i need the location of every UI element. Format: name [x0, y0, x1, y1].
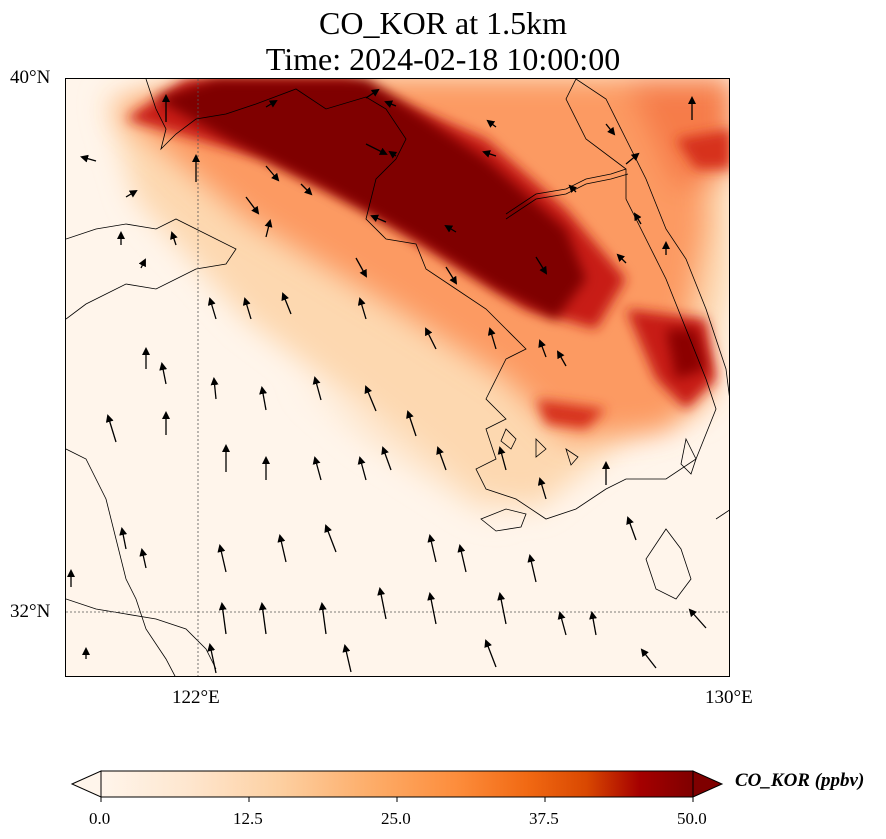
wind-arrow	[217, 544, 227, 573]
wind-arrow	[436, 446, 447, 471]
wind-arrow	[482, 150, 497, 158]
wind-arrow	[281, 292, 292, 315]
wind-arrow	[640, 648, 657, 669]
wind-arrow	[538, 339, 547, 358]
wind-arrow	[125, 189, 138, 198]
lat-tick-40n: 40°N	[10, 67, 51, 88]
wind-arrow	[497, 446, 507, 471]
map-plot-area	[65, 78, 730, 677]
wind-arrow	[626, 516, 637, 541]
map-title: CO_KOR at 1.5km	[319, 5, 567, 41]
wind-arrow	[312, 376, 322, 401]
colorbar-extend-max	[692, 770, 724, 798]
colorbar-tick-3: 37.5	[529, 809, 559, 828]
wind-arrow	[265, 165, 280, 182]
wind-arrow	[377, 587, 387, 620]
lon-tick-130e: 130°E	[705, 687, 753, 708]
border-line	[505, 168, 627, 215]
colorbar-label: CO_KOR (ppbv)	[735, 770, 865, 791]
wind-arrow	[265, 99, 278, 108]
wind-arrow	[457, 544, 467, 573]
wind-arrow	[406, 410, 417, 437]
wind-arrow	[370, 214, 387, 223]
colorbar	[70, 770, 724, 802]
colorbar-tick-2: 25.0	[381, 809, 411, 828]
colorbar-ramp	[100, 770, 694, 798]
colorbar-extend-min	[70, 770, 102, 798]
wind-arrow	[342, 644, 352, 673]
wind-arrow	[486, 119, 497, 128]
wind-arrow	[537, 477, 547, 500]
wind-arrow	[324, 524, 337, 553]
wind-arrow	[80, 154, 97, 163]
lat-tick-32n: 32°N	[10, 601, 51, 622]
wind-arrow	[381, 446, 392, 471]
wind-arrow	[264, 219, 273, 238]
wind-arrow	[207, 297, 217, 320]
wind-arrow	[427, 534, 437, 563]
wind-arrow	[445, 266, 458, 285]
wind-arrow	[487, 327, 497, 350]
wind-arrow	[625, 152, 640, 165]
concentration-map	[66, 79, 729, 676]
wind-arrow	[605, 123, 616, 136]
wind-arrow	[388, 150, 398, 159]
colorbar-tick-0: 0.0	[89, 809, 111, 828]
wind-arrow	[245, 196, 260, 215]
wind-arrow	[355, 257, 367, 278]
wind-arrow	[300, 183, 313, 196]
wind-arrow	[242, 297, 252, 320]
wind-vectors	[67, 88, 707, 674]
wind-arrow	[427, 592, 437, 625]
wind-arrow	[139, 548, 148, 569]
wind-arrow	[318, 602, 327, 635]
wind-arrow	[688, 608, 707, 629]
wind-arrow	[218, 602, 227, 635]
colorbar-tick-1: 12.5	[233, 809, 263, 828]
wind-arrow	[159, 362, 168, 385]
wind-arrow	[259, 386, 268, 411]
wind-arrow	[365, 143, 388, 155]
wind-arrow	[616, 253, 627, 264]
wind-arrow	[557, 611, 567, 636]
wind-arrow	[484, 639, 497, 668]
wind-arrow	[557, 350, 567, 367]
wind-arrow	[384, 100, 397, 108]
coastlines	[66, 79, 729, 676]
wind-arrow	[535, 256, 548, 275]
gridlines	[66, 79, 729, 676]
wind-arrow	[357, 297, 367, 320]
wind-arrow	[425, 327, 437, 350]
wind-arrow	[444, 224, 457, 233]
wind-arrow	[633, 212, 642, 225]
wind-arrow	[119, 527, 128, 550]
lon-tick-122e: 122°E	[172, 687, 220, 708]
colorbar-tick-4: 50.0	[677, 809, 707, 828]
wind-arrow	[207, 643, 217, 674]
wind-arrow	[365, 88, 380, 99]
wind-arrow	[138, 258, 146, 269]
wind-arrow	[277, 534, 287, 563]
wind-arrow	[357, 456, 367, 481]
wind-arrow	[312, 456, 322, 481]
wind-arrow	[497, 592, 507, 625]
wind-arrow	[364, 385, 377, 412]
wind-arrow	[210, 377, 219, 400]
wind-arrow	[589, 611, 598, 636]
wind-arrow	[527, 554, 537, 583]
map-time-subtitle: Time: 2024-02-18 10:00:00	[265, 41, 621, 77]
wind-arrow	[105, 414, 117, 443]
wind-arrow	[568, 184, 578, 194]
wind-arrow	[170, 231, 178, 246]
wind-arrow	[258, 602, 267, 635]
